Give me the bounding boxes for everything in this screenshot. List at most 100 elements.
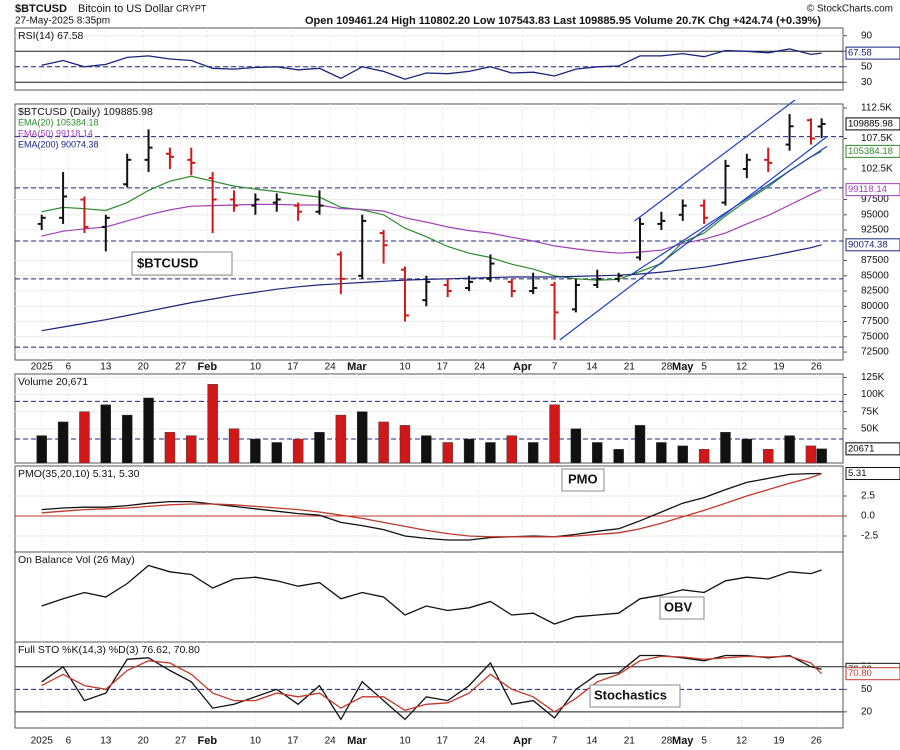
x-tick-label: 24 — [325, 362, 337, 373]
volume-bar — [186, 435, 197, 464]
volume-bar — [36, 435, 47, 464]
y-tick-label: -2.5 — [861, 531, 879, 542]
y-tick-label: 125K — [861, 372, 885, 383]
value-tag: 5.31 — [848, 468, 867, 479]
x-tick-label: 5 — [701, 362, 707, 373]
volume-bar — [207, 384, 218, 464]
y-tick-label: 85000 — [861, 270, 889, 281]
x-tick-label: 26 — [811, 736, 823, 747]
value-tag-box — [845, 183, 900, 197]
x-tick-label: 17 — [287, 736, 299, 747]
x-tick-label: 14 — [586, 736, 598, 747]
y-tick-label: 100K — [861, 389, 885, 400]
x-tick-label: 17 — [437, 362, 449, 373]
x-tick-label: 6 — [66, 362, 72, 373]
panel-frame — [14, 465, 844, 553]
x-tick-label: 28 — [661, 362, 673, 373]
value-tag: 70.80 — [848, 668, 872, 679]
volume-bar — [549, 404, 560, 464]
volume-bar — [677, 445, 688, 464]
x-tick-label: 21 — [624, 362, 636, 373]
volume-bar — [121, 414, 133, 464]
x-tick-label: 2025 — [31, 736, 54, 747]
volume-bar — [656, 442, 667, 464]
x-tick-label: Mar — [347, 735, 367, 747]
annotation: OBV — [664, 599, 693, 614]
date-time: 27-May-2025 8:35pm — [15, 16, 110, 27]
y-tick-label: 107.5K — [861, 133, 893, 144]
volume-bar — [57, 421, 69, 464]
x-tick-label: May — [672, 735, 694, 747]
x-tick-label: 17 — [437, 736, 449, 747]
indicator-line — [41, 655, 823, 713]
value-tag: 90074.38 — [848, 239, 888, 250]
panel-title: RSI(14) 67.58 — [18, 30, 84, 42]
x-tick-label: 17 — [287, 362, 299, 373]
x-tick-label: 28 — [661, 736, 673, 747]
x-tick-label: 26 — [811, 362, 823, 373]
y-tick-label: 0.0 — [861, 511, 875, 522]
indicator-line — [41, 48, 822, 80]
x-tick-label: 24 — [325, 736, 337, 747]
value-tag: 20671 — [848, 443, 874, 454]
volume-bar — [613, 449, 624, 464]
volume-bar — [271, 442, 282, 464]
x-tick-label: 12 — [736, 362, 748, 373]
volume-bar — [763, 449, 774, 464]
value-tag-box — [845, 442, 900, 456]
volume-bar — [698, 449, 710, 464]
credit: © StockCharts.com — [807, 4, 893, 15]
panel-title: Volume 20,671 — [18, 376, 88, 388]
indicator-line — [41, 654, 822, 721]
annotation: $BTCUSD — [137, 255, 198, 270]
annotation-box — [131, 251, 233, 276]
x-tick-label: 12 — [736, 736, 748, 747]
panels: 2025 6 13 20 27 Feb 10 17 24 Mar 10 17 24 Apr 7 14 21 28 M… — [14, 27, 900, 747]
y-tick-label: 90 — [861, 30, 873, 41]
x-tick-label: 10 — [399, 362, 411, 373]
x-tick-label: 27 — [175, 362, 187, 373]
x-tick-label: 7 — [552, 736, 558, 747]
annotation-box — [589, 684, 681, 708]
x-tick-label: 20 — [138, 362, 150, 373]
trendline — [628, 145, 828, 277]
value-tag: 109885.98 — [848, 118, 893, 129]
y-tick-label: 50K — [861, 423, 879, 434]
volume-bar — [741, 438, 753, 464]
volume-bar — [570, 428, 582, 464]
volume-bar — [79, 411, 90, 464]
x-tick-label: 19 — [773, 736, 785, 747]
y-tick-label: 97500 — [861, 194, 889, 205]
x-tick-label: 10 — [399, 736, 411, 747]
y-tick-label: 95000 — [861, 209, 889, 220]
y-tick-label: 82500 — [861, 286, 889, 297]
x-tick-label: Feb — [198, 735, 218, 747]
value-tag-box — [845, 467, 900, 481]
value-tag-box — [845, 144, 900, 158]
panel-frame — [14, 27, 844, 91]
value-tag: 105384.18 — [848, 146, 893, 157]
volume-bar — [399, 425, 411, 464]
panel-title: $BTCUSD (Daily) 109885.98 — [18, 106, 153, 118]
symbol: $BTCUSD — [15, 3, 67, 15]
volume-bar — [143, 397, 154, 464]
volume-bar — [592, 442, 603, 464]
x-tick-label: 27 — [175, 736, 187, 747]
value-tag-box — [845, 238, 900, 252]
x-tick-label: 10 — [250, 362, 262, 373]
panel-frame — [14, 551, 844, 643]
x-tick-label: 6 — [66, 736, 72, 747]
y-tick-label: 50 — [861, 61, 873, 72]
volume-bar — [442, 442, 453, 464]
y-tick-label: 87500 — [861, 255, 889, 266]
y-tick-label: 50 — [861, 684, 873, 695]
x-tick-label: 10 — [250, 736, 262, 747]
value-tag: 67.58 — [848, 48, 872, 59]
x-tick-label: 14 — [586, 362, 598, 373]
legend-entry: EMA(50) 99118.14 — [18, 128, 93, 138]
y-tick-label: 80000 — [861, 301, 889, 312]
x-tick-label: Mar — [347, 361, 367, 373]
volume-bar — [292, 438, 304, 464]
volume-bar — [485, 442, 496, 464]
x-tick-label: 21 — [624, 736, 636, 747]
